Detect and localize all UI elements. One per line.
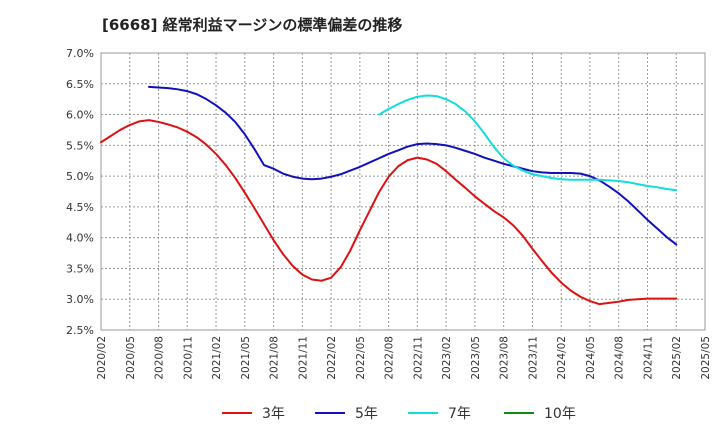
x-axis-ticks: 2020/02 2020/05 2020/08 2020/11 2021/02 2021/… — [96, 336, 712, 380]
legend: 3年 5年 7年 10年 — [222, 406, 576, 422]
x-tick-label: 2021/11 — [297, 336, 309, 380]
x-tick-label: 2020/02 — [96, 336, 108, 380]
x-tick-label: 2024/08 — [614, 336, 626, 380]
x-tick-label: 2022/02 — [326, 336, 338, 380]
x-tick-label: 2020/11 — [182, 336, 194, 380]
x-tick-label: 2021/05 — [240, 336, 252, 380]
y-tick-label: 6.5% — [66, 78, 94, 91]
y-tick-label: 3.0% — [66, 293, 94, 306]
x-tick-label: 2023/05 — [470, 336, 482, 380]
grid-lines — [101, 53, 705, 330]
legend-label-3: 7年 — [448, 406, 471, 422]
y-tick-label: 4.0% — [66, 232, 94, 245]
x-tick-label: 2022/05 — [355, 336, 367, 380]
x-tick-label: 2022/08 — [384, 336, 396, 380]
x-tick-label: 2023/11 — [527, 336, 539, 380]
x-tick-label: 2021/02 — [211, 336, 223, 380]
x-tick-label: 2024/02 — [556, 336, 568, 380]
legend-label-4: 10年 — [544, 406, 576, 422]
series-line-2 — [147, 85, 678, 246]
legend-label-2: 5年 — [355, 406, 378, 422]
x-tick-label: 2025/05 — [700, 336, 712, 380]
x-tick-label: 2025/02 — [671, 336, 683, 380]
x-tick-label: 2024/11 — [642, 336, 654, 380]
y-tick-label: 2.5% — [66, 324, 94, 337]
plot-border — [100, 52, 706, 331]
x-tick-label: 2023/08 — [499, 336, 511, 380]
y-tick-label: 6.0% — [66, 109, 94, 122]
legend-label-1: 3年 — [262, 406, 285, 422]
y-axis-ticks: 7.0% 6.5% 6.0% 5.5% 5.0% 4.5% 4.0% 3.5% 3.0% 2.5% — [66, 47, 94, 337]
plot-area — [101, 53, 705, 330]
x-tick-label: 2024/05 — [585, 336, 597, 380]
x-tick-label: 2022/11 — [412, 336, 424, 380]
y-tick-label: 5.0% — [66, 170, 94, 183]
y-tick-label: 4.5% — [66, 201, 94, 214]
x-tick-label: 2020/05 — [125, 336, 137, 380]
series-line-1 — [100, 119, 678, 306]
x-tick-label: 2021/08 — [269, 336, 281, 380]
series-line-3 — [378, 94, 678, 192]
x-tick-label: 2020/08 — [154, 336, 166, 380]
chart-title: [6668] 経常利益マージンの標準偏差の推移 — [102, 16, 403, 34]
y-tick-label: 3.5% — [66, 262, 94, 275]
y-tick-label: 7.0% — [66, 47, 94, 60]
y-tick-label: 5.5% — [66, 139, 94, 152]
series-lines — [100, 85, 678, 306]
x-tick-label: 2023/02 — [441, 336, 453, 380]
